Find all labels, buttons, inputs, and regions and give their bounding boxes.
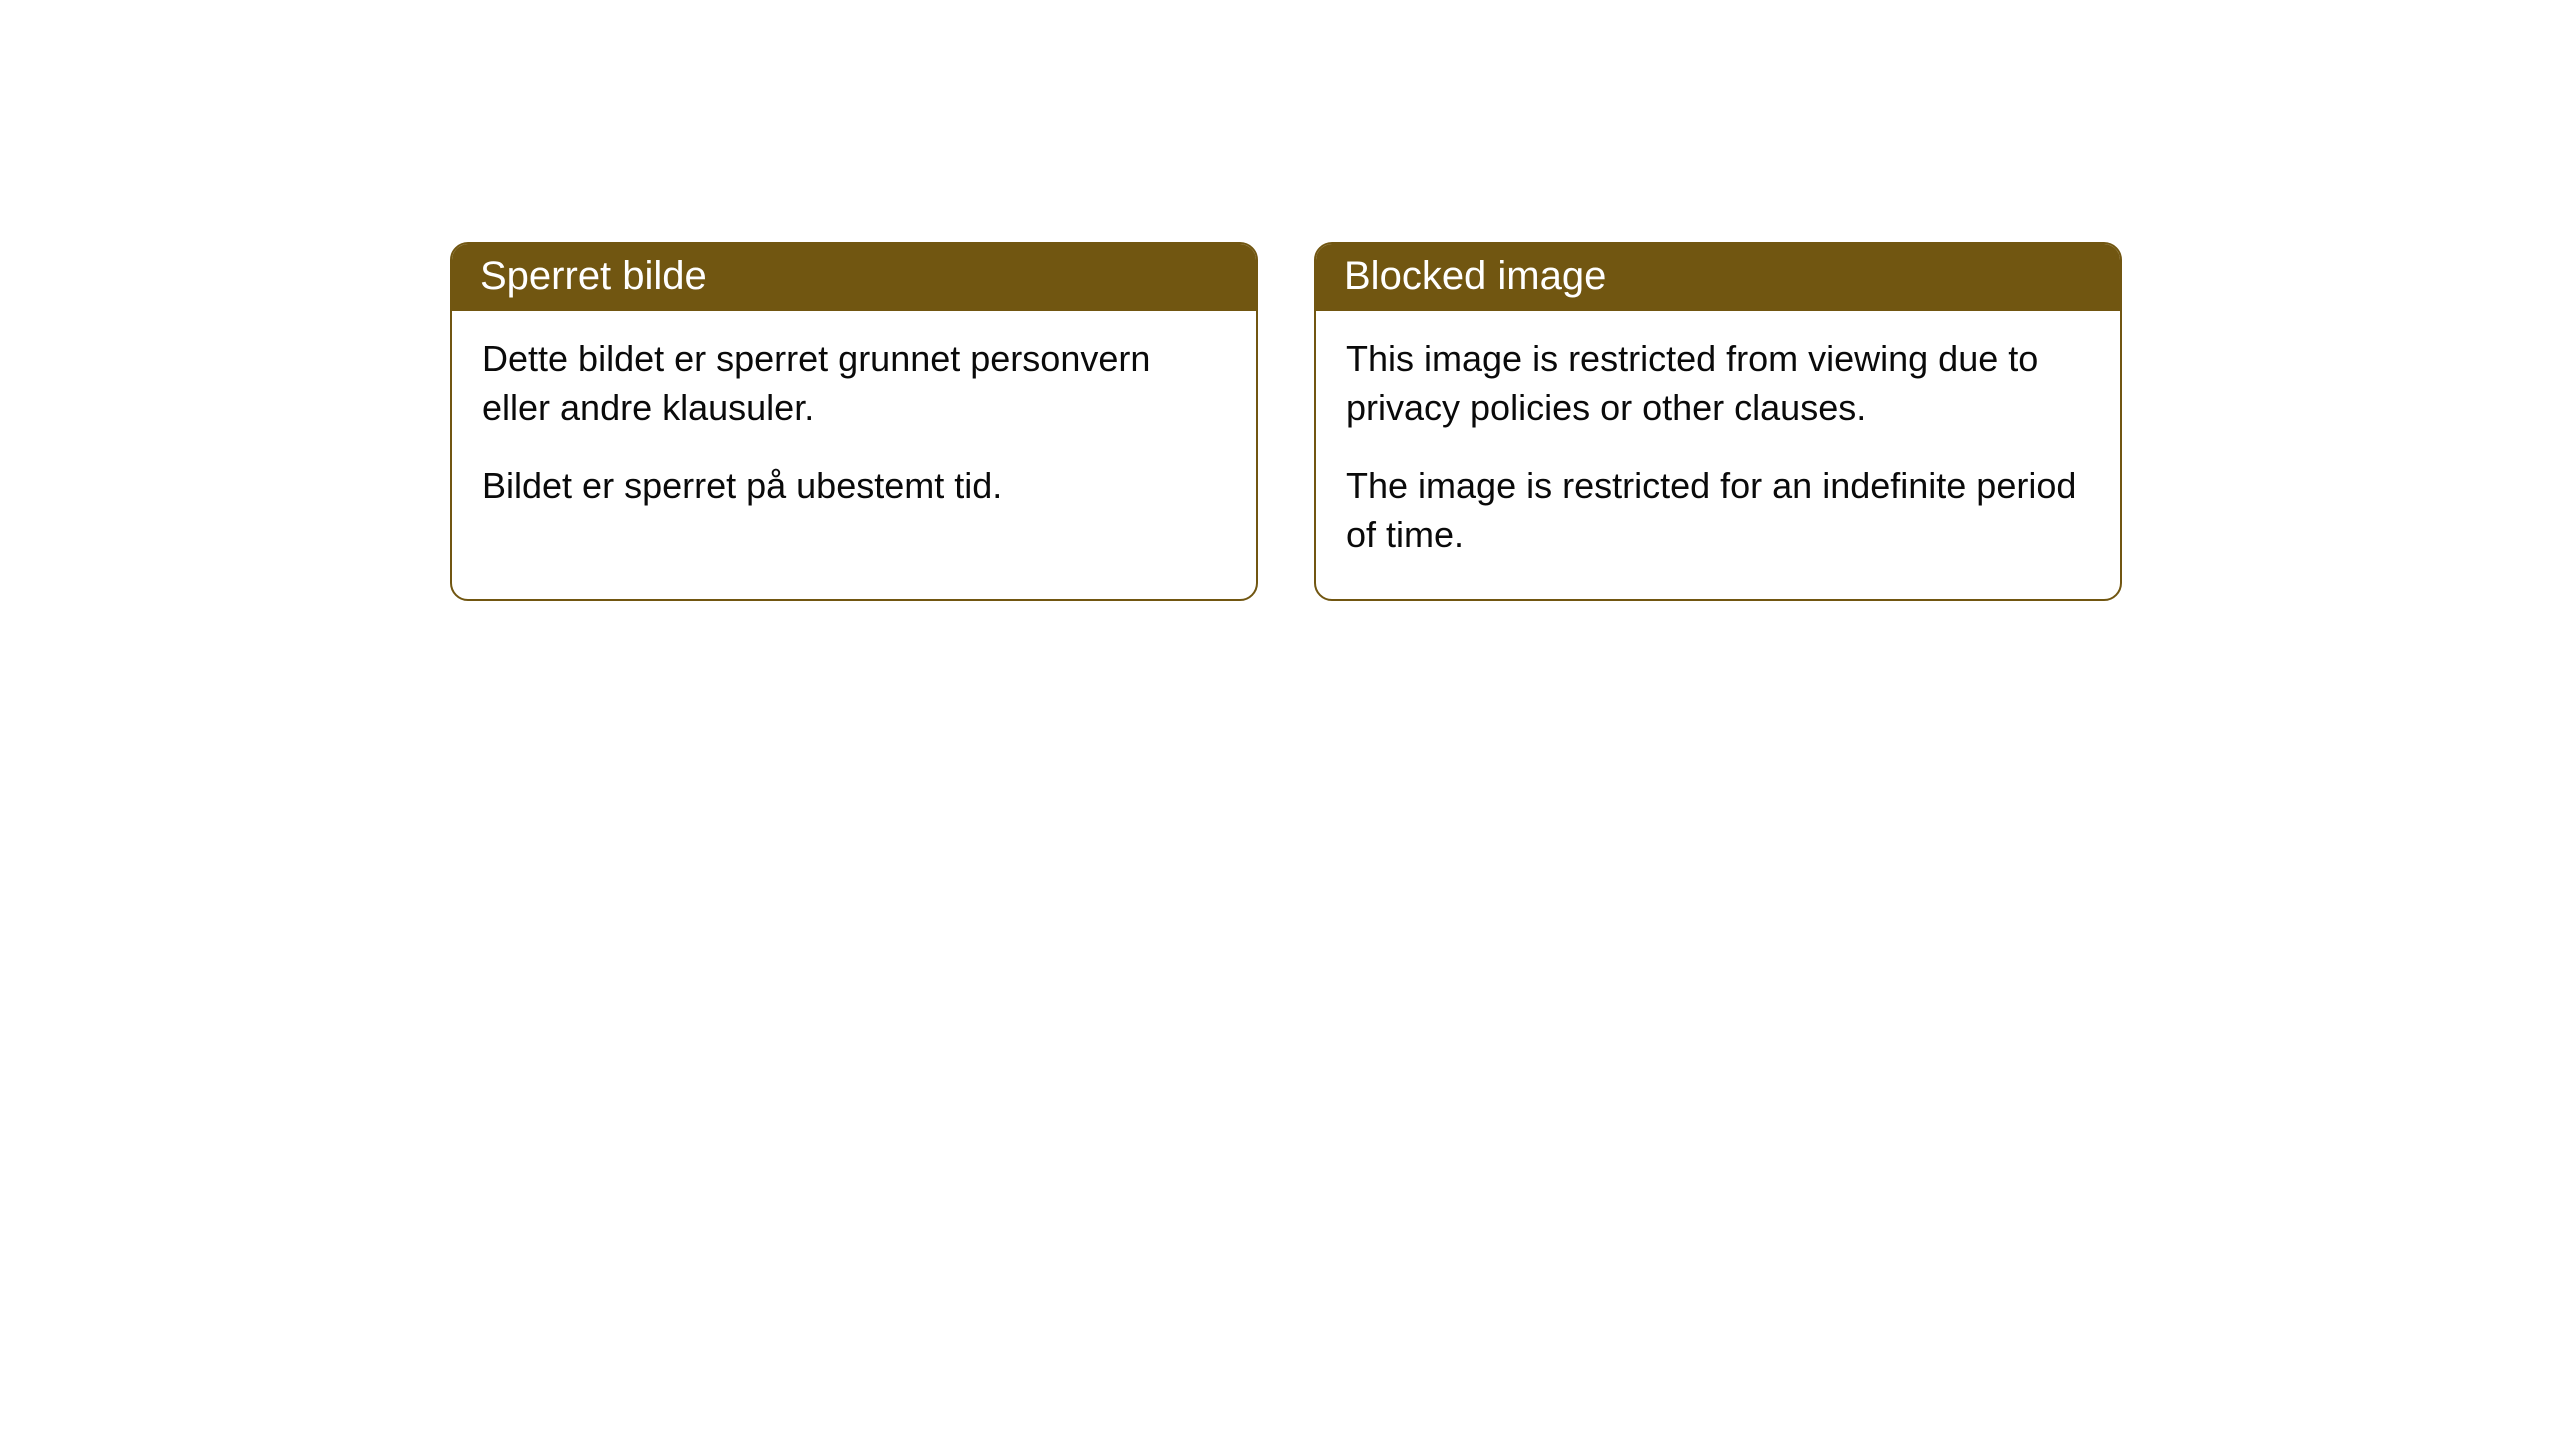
notice-paragraph: The image is restricted for an indefinit… [1346, 462, 2090, 559]
notice-paragraph: This image is restricted from viewing du… [1346, 335, 2090, 432]
notice-paragraph: Bildet er sperret på ubestemt tid. [482, 462, 1226, 511]
card-header: Blocked image [1316, 244, 2120, 311]
notice-container: Sperret bilde Dette bildet er sperret gr… [450, 242, 2122, 601]
notice-paragraph: Dette bildet er sperret grunnet personve… [482, 335, 1226, 432]
card-header: Sperret bilde [452, 244, 1256, 311]
notice-card-english: Blocked image This image is restricted f… [1314, 242, 2122, 601]
notice-card-norwegian: Sperret bilde Dette bildet er sperret gr… [450, 242, 1258, 601]
card-body: This image is restricted from viewing du… [1316, 311, 2120, 599]
card-body: Dette bildet er sperret grunnet personve… [452, 311, 1256, 551]
